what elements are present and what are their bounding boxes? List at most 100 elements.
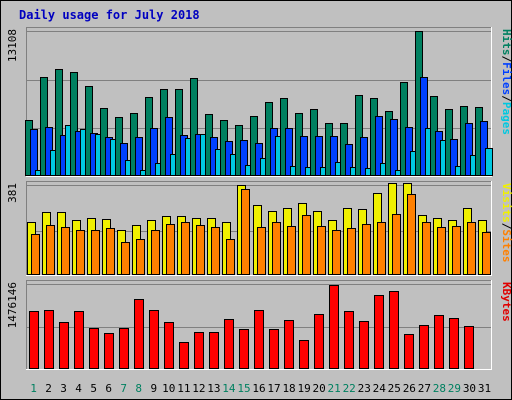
panel-kbytes: 1476146 KBytes — [6, 280, 512, 370]
x-tick-label-day-29: 29 — [448, 382, 461, 395]
x-tick-label-day-9: 9 — [150, 382, 157, 395]
bar-sites-day-16 — [257, 227, 266, 275]
axis-label-visits: Visits — [500, 183, 512, 223]
x-tick-label-day-31: 31 — [478, 382, 491, 395]
bar-kbytes-day-8 — [134, 299, 144, 369]
bar-kbytes-day-10 — [164, 322, 174, 369]
x-tick-label-day-23: 23 — [358, 382, 371, 395]
bar-kbytes-day-17 — [269, 329, 279, 369]
bar-sites-day-18 — [287, 226, 296, 275]
bar-sites-day-15 — [241, 189, 250, 275]
panel-axis-label: Visits/Sites — [500, 183, 512, 263]
bar-kbytes-day-26 — [404, 334, 414, 369]
x-tick-label-day-7: 7 — [120, 382, 127, 395]
bar-sites-day-1 — [31, 234, 40, 275]
bar-files-day-23 — [360, 137, 368, 176]
x-tick-label-day-6: 6 — [105, 382, 112, 395]
bar-hits-day-11 — [175, 89, 183, 176]
bar-files-day-1 — [30, 129, 38, 176]
bar-sites-day-28 — [437, 227, 446, 275]
x-tick-label-day-4: 4 — [75, 382, 82, 395]
bar-sites-day-22 — [347, 228, 356, 275]
bar-sites-day-12 — [196, 225, 205, 275]
panel-axis-label: KBytes — [500, 282, 512, 322]
bar-sites-day-30 — [467, 222, 476, 275]
panel-hits-files-pages: 13108 Hits/Files/Pages — [6, 27, 512, 177]
x-tick-label-day-17: 17 — [267, 382, 280, 395]
x-tick-label-day-26: 26 — [403, 382, 416, 395]
bar-sites-day-10 — [166, 224, 175, 275]
bar-kbytes-day-13 — [209, 332, 219, 369]
bar-kbytes-day-21 — [329, 285, 339, 369]
bar-hits-day-23 — [355, 95, 363, 176]
x-tick-label-day-2: 2 — [45, 382, 52, 395]
bar-sites-day-24 — [377, 222, 386, 275]
bar-kbytes-day-2 — [44, 310, 54, 369]
bar-kbytes-day-15 — [239, 329, 249, 369]
x-tick-label-day-16: 16 — [252, 382, 265, 395]
bar-files-day-20 — [315, 136, 323, 176]
axis-label-kbytes: KBytes — [500, 282, 512, 322]
x-tick-label-day-13: 13 — [207, 382, 220, 395]
bar-sites-day-31 — [482, 232, 491, 275]
bar-sites-day-7 — [121, 242, 130, 275]
bar-kbytes-day-19 — [299, 340, 309, 369]
bar-files-day-9 — [150, 128, 158, 176]
x-tick-label-day-20: 20 — [313, 382, 326, 395]
bar-sites-day-2 — [46, 225, 55, 275]
bar-files-day-21 — [330, 136, 338, 176]
panel-max-label: 1476146 — [6, 282, 19, 328]
axis-label-separator: / — [500, 95, 512, 102]
axis-label-separator: / — [500, 56, 512, 63]
x-tick-label-day-3: 3 — [60, 382, 67, 395]
bar-files-day-18 — [285, 128, 293, 176]
x-tick-label-day-18: 18 — [282, 382, 295, 395]
bar-kbytes-day-18 — [284, 320, 294, 369]
bar-sites-day-29 — [452, 226, 461, 275]
bar-kbytes-day-24 — [374, 295, 384, 369]
bar-kbytes-day-29 — [449, 318, 459, 369]
bar-kbytes-day-27 — [419, 325, 429, 369]
bar-kbytes-day-22 — [344, 311, 354, 369]
x-tick-label-day-1: 1 — [30, 382, 37, 395]
bar-sites-day-9 — [151, 230, 160, 275]
bar-kbytes-day-6 — [104, 333, 114, 369]
x-tick-label-day-14: 14 — [222, 382, 236, 395]
bar-kbytes-day-4 — [74, 311, 84, 369]
bar-kbytes-day-1 — [29, 311, 39, 369]
x-tick-label-day-24: 24 — [373, 382, 387, 395]
bar-sites-day-3 — [61, 227, 70, 275]
bar-files-day-27 — [420, 77, 428, 176]
bar-sites-day-4 — [76, 230, 85, 275]
x-tick-label-day-28: 28 — [433, 382, 446, 395]
bar-sites-day-26 — [407, 194, 416, 275]
bar-sites-day-8 — [136, 239, 145, 275]
bar-kbytes-day-16 — [254, 310, 264, 369]
bar-sites-day-23 — [362, 224, 371, 275]
bar-kbytes-day-9 — [149, 310, 159, 369]
bar-files-day-8 — [135, 137, 143, 176]
x-tick-label-day-5: 5 — [90, 382, 97, 395]
x-tick-label-day-11: 11 — [177, 382, 190, 395]
bar-files-day-7 — [120, 143, 128, 176]
bar-hits-day-2 — [40, 77, 48, 176]
bar-sites-day-25 — [392, 214, 401, 275]
bar-pages-day-31 — [485, 148, 493, 176]
x-tick-label-day-25: 25 — [388, 382, 401, 395]
x-tick-label-day-30: 30 — [463, 382, 476, 395]
bar-kbytes-day-14 — [224, 319, 234, 369]
bar-files-day-24 — [375, 116, 383, 176]
x-tick-label-day-15: 15 — [237, 382, 250, 395]
x-tick-label-day-10: 10 — [162, 382, 175, 395]
axis-label-pages: Pages — [500, 102, 512, 135]
bar-kbytes-day-23 — [359, 321, 369, 369]
bar-sites-day-13 — [211, 227, 220, 275]
bar-sites-day-14 — [226, 239, 235, 275]
bar-hits-day-4 — [70, 72, 78, 176]
bar-sites-day-20 — [317, 226, 326, 275]
bar-sites-day-11 — [181, 222, 190, 275]
panel-axis-label: Hits/Files/Pages — [500, 29, 512, 135]
bar-hits-day-12 — [190, 78, 198, 176]
